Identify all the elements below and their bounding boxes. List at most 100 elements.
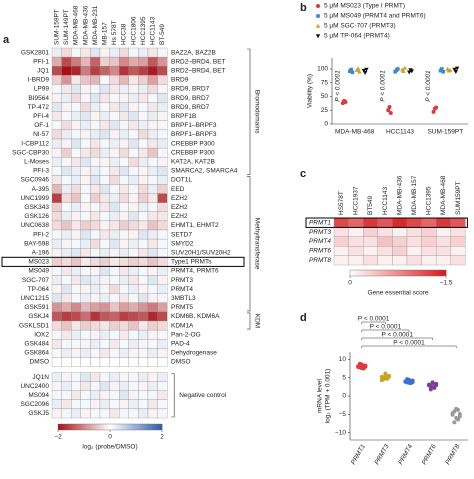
heat-cell xyxy=(138,47,149,58)
row-label: I-BRD9 xyxy=(28,77,50,84)
heat-cell xyxy=(128,102,139,112)
heat-cell xyxy=(109,93,120,103)
group-bracket xyxy=(247,176,251,312)
colorbar-step xyxy=(101,424,105,430)
heat-cell xyxy=(119,302,129,313)
heat-cell xyxy=(80,129,91,140)
heat-cell xyxy=(61,248,72,258)
legend-label: 5 μM MS023 (Type I PRMT) xyxy=(324,3,405,10)
colorbar-step xyxy=(405,270,408,276)
heat-cell xyxy=(80,357,91,367)
heat-cell xyxy=(157,202,168,212)
heat-cell xyxy=(90,175,101,185)
colorbar-step xyxy=(384,270,387,276)
heat-cell xyxy=(119,111,129,121)
heat-cell xyxy=(147,229,158,240)
target-label: PRMT3 xyxy=(171,277,193,284)
heat-cell xyxy=(119,147,129,158)
heat-cell xyxy=(157,66,168,76)
heat-cell xyxy=(119,166,129,176)
y-tick-label: 75 xyxy=(321,79,329,86)
heat-cell xyxy=(99,93,110,103)
heat-cell xyxy=(109,311,120,322)
heat-cell xyxy=(147,284,158,294)
heat-cell xyxy=(61,257,72,267)
heat-cell xyxy=(119,381,129,391)
heat-cell xyxy=(363,255,378,266)
heat-cell xyxy=(71,399,81,410)
heat-cell xyxy=(61,311,72,322)
heat-cell xyxy=(109,257,120,267)
heat-cell xyxy=(71,129,81,140)
heat-cell xyxy=(138,193,149,203)
colorbar-step xyxy=(430,270,433,276)
heat-cell xyxy=(147,93,158,103)
heat-cell xyxy=(61,211,72,222)
heat-cell xyxy=(80,248,91,258)
target-label: DOT1L xyxy=(171,177,192,184)
heat-cell xyxy=(90,275,101,285)
heat-cell xyxy=(119,84,129,94)
heat-cell xyxy=(90,193,101,203)
heat-cell xyxy=(71,284,81,294)
x-tick-label: PRMT4 xyxy=(397,443,414,466)
heat-cell xyxy=(109,220,120,231)
row-label: MS023 xyxy=(28,259,49,266)
heat-cell xyxy=(80,381,91,391)
heat-cell xyxy=(61,229,72,240)
row-label: TP-064 xyxy=(28,286,50,293)
heat-cell xyxy=(436,255,451,266)
heat-cell xyxy=(128,129,139,140)
colorbar-step xyxy=(89,424,92,430)
heat-cell xyxy=(109,372,120,382)
heat-cell xyxy=(71,275,81,285)
row-label: UNC1999 xyxy=(20,195,49,202)
heat-cell xyxy=(80,193,91,203)
heat-cell xyxy=(109,157,120,167)
row-label: UNC1215 xyxy=(20,295,49,302)
heat-cell xyxy=(90,47,101,58)
heat-cell xyxy=(51,220,62,231)
legend-marker xyxy=(315,34,321,39)
target-label: EZH2 xyxy=(171,213,188,220)
colorbar-tick-label: −2 xyxy=(54,434,62,441)
heat-cell xyxy=(51,175,62,185)
heat-cell xyxy=(119,408,129,419)
heat-cell xyxy=(119,175,129,185)
heat-cell xyxy=(109,320,120,331)
heat-cell xyxy=(71,372,81,382)
heat-cell xyxy=(51,293,62,303)
heat-cell xyxy=(71,266,81,276)
row-label: OF-1 xyxy=(34,122,49,129)
row-label: SGC2096 xyxy=(20,401,49,408)
heat-cell xyxy=(51,408,62,419)
colorbar-step xyxy=(149,424,152,430)
heat-cell xyxy=(119,220,129,231)
heat-cell xyxy=(128,381,139,391)
heat-cell xyxy=(90,257,101,267)
heat-cell xyxy=(90,120,101,131)
row-label: A-196 xyxy=(32,249,50,256)
heat-cell xyxy=(99,129,110,140)
heat-cell xyxy=(348,255,364,266)
heat-cell xyxy=(109,348,120,358)
colorbar-step xyxy=(409,270,412,276)
heat-cell xyxy=(147,66,158,76)
target-label: SUV20H1/SUV20H2 xyxy=(171,249,231,256)
heat-cell xyxy=(80,75,91,85)
heat-cell xyxy=(119,193,129,203)
heat-cell xyxy=(128,293,139,303)
colorbar-step xyxy=(363,270,366,276)
heat-cell xyxy=(71,302,81,313)
heat-cell xyxy=(147,238,158,249)
heat-cell xyxy=(128,390,139,400)
row-label: IOX2 xyxy=(34,331,49,338)
heat-cell xyxy=(138,381,149,391)
heat-cell xyxy=(157,238,168,249)
p-value: P < 0.0001 xyxy=(381,332,413,339)
heat-cell xyxy=(99,390,110,400)
colorbar-step xyxy=(128,424,132,430)
heat-cell xyxy=(157,320,168,331)
heat-cell xyxy=(138,348,149,358)
